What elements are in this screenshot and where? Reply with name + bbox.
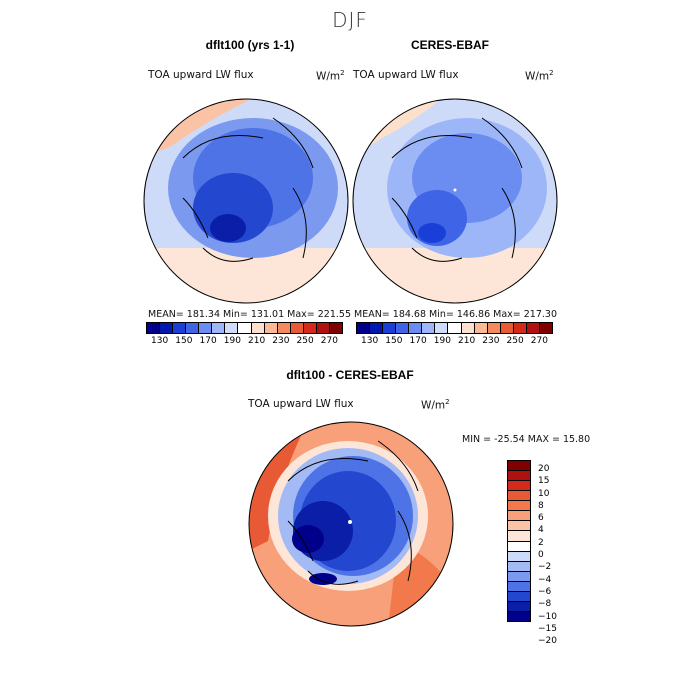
diff-colorbar-swatch (508, 581, 530, 592)
colorbar-tick-label: 130 (151, 336, 169, 346)
diff-colorbar-swatch (508, 561, 530, 572)
colorbar-tick-label: 130 (361, 336, 379, 346)
colorbar-swatch (277, 323, 291, 333)
colorbar-tick-label: 250 (296, 336, 314, 346)
colorbar-tick-label: 230 (272, 336, 290, 346)
colorbar-swatch (290, 323, 304, 333)
diff-variable: TOA upward LW flux (248, 398, 354, 410)
diff-colorbar-swatch (508, 511, 530, 522)
diff-colorbar-tick-label: 10 (538, 488, 550, 499)
colorbar-swatch (500, 323, 514, 333)
colorbar-tick-label: 210 (248, 336, 266, 346)
colorbar-tick-label: 270 (320, 336, 338, 346)
colorbar-swatch (435, 323, 449, 333)
diff-map (248, 421, 454, 627)
colorbar-swatch (329, 323, 342, 333)
panel-2-colorbar: 130 150 170 190 210 230 250 270 (356, 322, 553, 346)
colorbar-swatch (370, 323, 384, 333)
colorbar-swatch (526, 323, 540, 333)
colorbar-swatch (251, 323, 265, 333)
panel-1-units: W/m2 (316, 69, 345, 83)
colorbar-tick-label: 270 (530, 336, 548, 346)
diff-colorbar-tick-label: 2 (538, 537, 544, 548)
colorbar-swatch (186, 323, 200, 333)
diff-colorbar-swatch (508, 501, 530, 512)
colorbar-tick-label: 230 (482, 336, 500, 346)
diff-colorbar-swatch (508, 551, 530, 562)
diff-colorbar-tick-label: −2 (538, 562, 552, 573)
diff-colorbar (507, 460, 531, 622)
diff-colorbar-swatch (508, 541, 530, 552)
colorbar-swatch (383, 323, 397, 333)
colorbar-swatch (539, 323, 552, 333)
diff-colorbar-swatch (508, 491, 530, 502)
colorbar-tick-label: 150 (385, 336, 403, 346)
colorbar-tick-label: 190 (433, 336, 451, 346)
colorbar-swatch (147, 323, 161, 333)
colorbar-swatch (303, 323, 317, 333)
colorbar-swatch (264, 323, 278, 333)
colorbar-tick-label: 250 (506, 336, 524, 346)
diff-title: dflt100 - CERES-EBAF (286, 368, 414, 382)
colorbar-swatch (409, 323, 423, 333)
diff-colorbar-tick-label: 6 (538, 513, 544, 524)
diff-colorbar-swatch (508, 601, 530, 612)
colorbar-swatch (199, 323, 213, 333)
diff-colorbar-swatch (508, 611, 530, 621)
diff-colorbar-tick-label: −6 (538, 586, 552, 597)
colorbar-swatch (225, 323, 239, 333)
colorbar-swatch (487, 323, 501, 333)
colorbar-swatch (513, 323, 527, 333)
panel-1-colorbar: 130 150 170 190 210 230 250 270 (146, 322, 343, 346)
colorbar-tick-label: 170 (409, 336, 427, 346)
colorbar-swatch (357, 323, 371, 333)
colorbar-swatch (173, 323, 187, 333)
diff-colorbar-tick-label: 15 (538, 476, 550, 487)
panel-2-stats: MEAN= 184.68 Min= 146.86 Max= 217.30 (354, 309, 558, 320)
panel-1-stats: MEAN= 181.34 Min= 131.01 Max= 221.55 (148, 309, 352, 320)
colorbar-tick-label: 210 (458, 336, 476, 346)
diff-colorbar-swatch (508, 531, 530, 542)
colorbar-swatch (422, 323, 436, 333)
diff-colorbar-tick-label: 4 (538, 525, 544, 536)
colorbar-tick-label: 170 (199, 336, 217, 346)
season-title: DJF (332, 8, 368, 32)
colorbar-swatch (474, 323, 488, 333)
diff-colorbar-tick-label: 20 (538, 464, 550, 474)
diff-colorbar-tick-label: 8 (538, 500, 544, 511)
panel-2-map (352, 98, 558, 304)
diff-colorbar-swatch (508, 461, 530, 472)
diff-colorbar-tick-label: −8 (538, 599, 552, 610)
diff-stats: MIN = -25.54 MAX = 15.80 (462, 434, 591, 445)
colorbar-swatch (461, 323, 475, 333)
diff-colorbar-tick-label: −10 (538, 611, 557, 622)
diff-colorbar-tick-label: 0 (538, 550, 544, 561)
diff-colorbar-tick-label: −4 (538, 574, 552, 585)
colorbar-swatch (238, 323, 252, 333)
colorbar-swatch (160, 323, 174, 333)
colorbar-swatch (316, 323, 330, 333)
diff-colorbar-tick-label: −20 (538, 636, 557, 647)
diff-colorbar-tick-label: −15 (538, 623, 557, 634)
panel-1-title: dflt100 (yrs 1-1) (205, 38, 295, 52)
diff-colorbar-swatch (508, 521, 530, 532)
diff-colorbar-ticks: 20 15 10 8 6 4 2 0 −2 −4 −6 −8 −10 −15 −20 (538, 463, 557, 647)
diff-colorbar-swatch (508, 481, 530, 492)
panel-1-variable: TOA upward LW flux (148, 69, 254, 81)
diff-colorbar-swatch (508, 471, 530, 482)
colorbar-swatch (448, 323, 462, 333)
diff-colorbar-swatch (508, 591, 530, 602)
diff-units: W/m2 (421, 398, 450, 412)
colorbar-tick-label: 150 (175, 336, 193, 346)
colorbar-swatch (396, 323, 410, 333)
panel-2-title: CERES-EBAF (410, 38, 489, 52)
panel-2-variable: TOA upward LW flux (353, 69, 459, 81)
panel-1-map (143, 98, 349, 304)
colorbar-tick-label: 190 (223, 336, 241, 346)
diff-colorbar-swatch (508, 571, 530, 582)
panel-2-units: W/m2 (525, 69, 554, 83)
colorbar-swatch (212, 323, 226, 333)
